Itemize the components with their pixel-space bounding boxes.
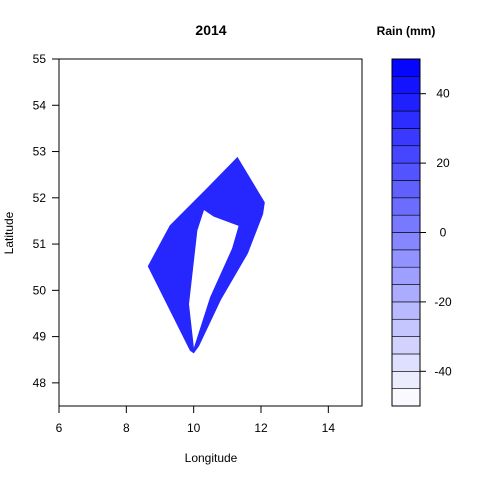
x-tick-label: 6 (56, 421, 63, 435)
colorbar-segment (391, 232, 421, 251)
colorbar-segment (391, 214, 421, 233)
colorbar-segment (391, 266, 421, 285)
y-tick-label: 55 (33, 52, 47, 66)
y-tick-label: 54 (33, 98, 47, 112)
y-tick-label: 52 (33, 191, 47, 205)
y-axis-label: Latitude (2, 211, 16, 254)
colorbar-segment (391, 197, 421, 216)
x-tick-label: 14 (322, 421, 336, 435)
colorbar-segment (391, 162, 421, 181)
colorbar-tick-label: -20 (434, 295, 452, 309)
x-tick-label: 10 (187, 421, 201, 435)
y-tick-label: 48 (33, 376, 47, 390)
colorbar-tick-label: 0 (440, 226, 447, 240)
colorbar-segment (391, 93, 421, 112)
colorbar-tick-label: 40 (436, 87, 450, 101)
legend-title: Rain (mm) (377, 24, 436, 38)
colorbar-segment (391, 58, 421, 77)
colorbar-segment (391, 110, 421, 129)
colorbar-segment (391, 145, 421, 164)
y-tick-label: 50 (33, 283, 47, 297)
colorbar-segment (391, 336, 421, 355)
rain-region (147, 156, 265, 354)
colorbar-segment (391, 353, 421, 372)
y-tick-label: 49 (33, 330, 47, 344)
colorbar-segment (391, 128, 421, 147)
y-tick-label: 53 (33, 145, 47, 159)
colorbar-segment (391, 318, 421, 337)
colorbar-segment (391, 180, 421, 199)
plot-frame (58, 58, 363, 407)
colorbar-segment (391, 249, 421, 268)
y-tick-label: 51 (33, 237, 47, 251)
plot-area: 6 8 10 12 14 48 49 50 51 52 53 54 55 (33, 52, 363, 435)
chart-title: 2014 (195, 22, 226, 38)
colorbar-segment (391, 388, 421, 407)
colorbar-segment (391, 301, 421, 320)
colorbar-segment (391, 284, 421, 303)
colorbar-tick-label: 20 (436, 156, 450, 170)
x-axis-label: Longitude (185, 451, 238, 465)
colorbar: -40 -20 0 20 40 (391, 58, 452, 407)
colorbar-segment (391, 370, 421, 389)
colorbar-segment (391, 76, 421, 94)
x-tick-label: 12 (254, 421, 268, 435)
colorbar-tick-label: -40 (434, 364, 452, 378)
x-tick-label: 8 (123, 421, 130, 435)
